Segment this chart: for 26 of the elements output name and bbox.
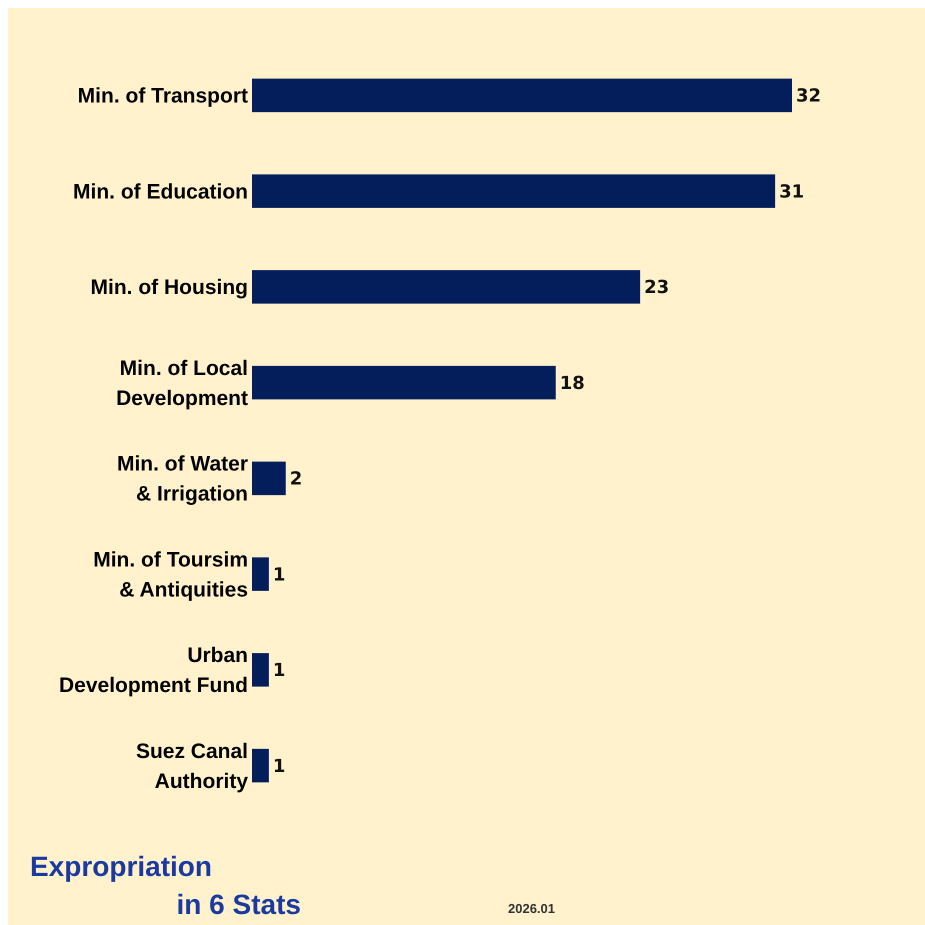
bar (252, 748, 269, 782)
bar (252, 653, 269, 687)
data-label: 1 (272, 564, 286, 586)
y-tick-label: Min. of Water & Irrigation (116, 452, 248, 506)
data-label: 23 (644, 277, 670, 298)
data-label: 1 (272, 756, 286, 777)
bar (252, 270, 640, 304)
data-label: 2 (290, 468, 302, 490)
y-tick-label: Suez Canal Authority (136, 740, 248, 793)
y-tick-label: Min. of Transport (78, 84, 248, 108)
bar (252, 462, 286, 496)
data-label: 18 (560, 372, 585, 394)
data-label: 32 (796, 86, 822, 107)
bar (252, 78, 792, 112)
bar (252, 557, 269, 591)
y-tick-label: Min. of Local Development (116, 356, 248, 410)
y-tick-label: Min. of Toursim & Antiquities (93, 548, 248, 602)
bar (252, 366, 556, 400)
y-tick-label: Min. of Housing (90, 276, 248, 300)
y-tick-label: Urban Development Fund (58, 644, 248, 698)
text: Expropriation in 6 Stats (30, 851, 301, 920)
y-tick-label: Min. of Education (73, 180, 248, 204)
data-label: 1 (272, 660, 286, 682)
text: 2026.01 (508, 901, 555, 916)
data-label: 31 (779, 181, 804, 202)
bar (252, 174, 776, 208)
